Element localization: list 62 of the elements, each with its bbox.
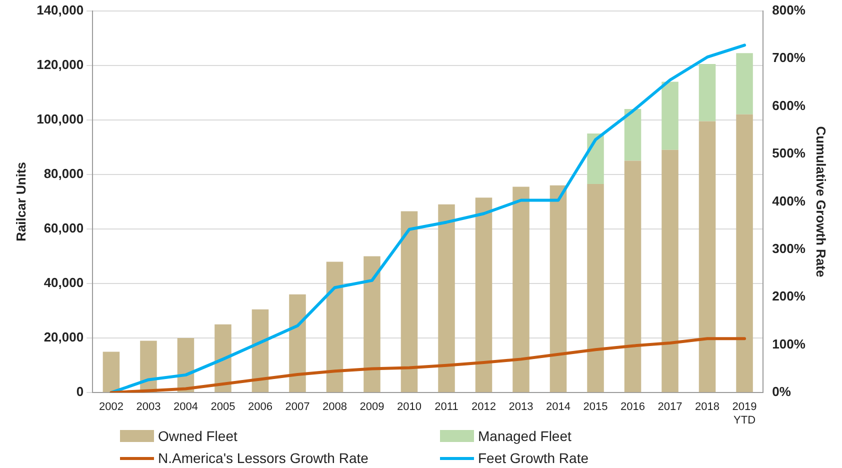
bar: [214, 324, 232, 392]
y2-tick-label: 0%: [772, 384, 792, 400]
x-tick-label: 2008: [322, 401, 347, 414]
y2-tick-label: 300%: [772, 241, 806, 256]
x-tick-label: 2013: [508, 401, 534, 414]
y-tick-label: 20,000: [44, 330, 84, 345]
bar: [698, 121, 716, 392]
y2-tick-label: 200%: [772, 288, 806, 304]
y-axis-title: Railcar Units: [13, 162, 28, 242]
bar: [736, 114, 753, 392]
x-tick-label: 2002: [98, 401, 124, 414]
bar: [512, 186, 530, 392]
y2-axis-title: Cumulative Growth Rate: [814, 126, 829, 278]
y2-tick-label: 600%: [772, 98, 806, 113]
bar: [736, 53, 753, 114]
x-tick-label: 2010: [397, 401, 422, 414]
x-tick-label: 2004: [173, 401, 198, 414]
x-tick-label: 2003: [136, 401, 161, 414]
x-tick-label: 2011: [434, 401, 458, 414]
y-tick-label: 140,000: [36, 2, 84, 18]
y2-tick-label: 500%: [772, 146, 806, 161]
legend-label: Feet Growth Rate: [478, 450, 588, 466]
y-tick-label: 40,000: [44, 275, 84, 290]
y-tick-label: 80,000: [44, 166, 84, 182]
y2-tick-label: 100%: [772, 336, 806, 352]
bar: [326, 262, 344, 392]
x-tick-label: 2014: [546, 401, 570, 414]
x-tick-label: 2017: [658, 401, 682, 414]
bar: [438, 204, 455, 392]
bar: [624, 108, 642, 161]
y-tick-label: 100,000: [36, 111, 84, 126]
bar: [252, 309, 269, 392]
bar: [364, 256, 380, 392]
x-tick-label: 2015: [583, 401, 608, 414]
bar: [400, 211, 418, 392]
legend-label: Managed Fleet: [478, 428, 572, 444]
bar: [102, 352, 120, 392]
y2-tick-label: 700%: [772, 50, 806, 66]
x-tick-label: 2009: [360, 401, 384, 414]
bar: [624, 160, 642, 392]
x-tick-label: 2006: [248, 401, 272, 414]
y-tick-label: 0: [76, 384, 84, 400]
x-tick-label: 2007: [285, 401, 310, 414]
x-tick-label: 2005: [210, 401, 236, 414]
bar: [662, 150, 678, 392]
x-tick-label: 2016: [620, 401, 646, 414]
bar: [662, 82, 678, 150]
legend-label: Owned Fleet: [158, 428, 238, 444]
bar: [550, 185, 567, 392]
bar: [587, 184, 604, 392]
legend-label: N.America's Lessors Growth Rate: [158, 450, 368, 466]
bar: [289, 294, 306, 392]
bar: [698, 64, 716, 122]
y2-tick-label: 800%: [772, 2, 806, 18]
y2-tick-label: 400%: [772, 193, 806, 208]
y-tick-label: 120,000: [36, 56, 84, 72]
x-tick-label: 2012: [472, 401, 496, 414]
bar: [587, 134, 604, 184]
bar: [475, 198, 492, 392]
x-tick-label: 2018: [695, 401, 720, 414]
x-tick-label: 2019 YTD: [732, 401, 757, 426]
y-tick-label: 60,000: [44, 220, 84, 236]
